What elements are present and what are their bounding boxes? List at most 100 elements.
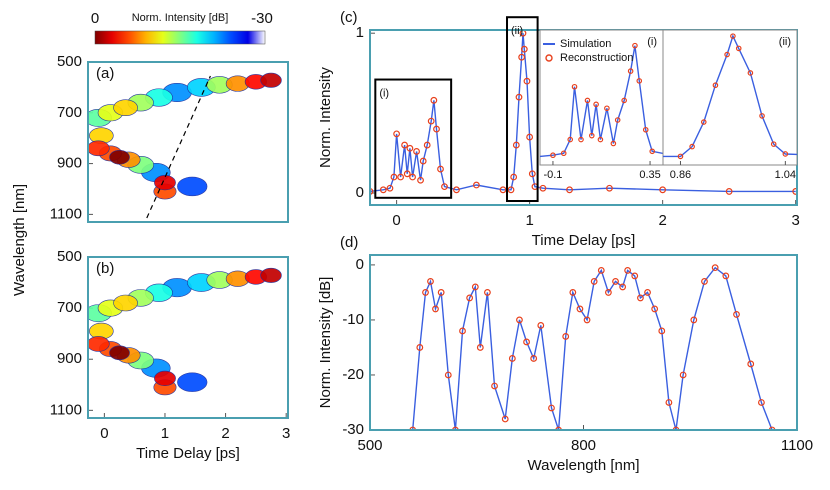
- marker: [642, 126, 649, 133]
- marker: [390, 173, 398, 181]
- panel-label: (a): [96, 65, 114, 82]
- y-tick-label: 1100: [50, 205, 82, 222]
- marker: [501, 415, 509, 423]
- marker: [758, 399, 765, 406]
- y-axis-label: Norm. Intensity: [317, 67, 334, 168]
- y-axis-label: Norm. Intensity [dB]: [317, 277, 334, 409]
- marker: [588, 132, 595, 139]
- marker: [409, 426, 417, 430]
- marker: [476, 344, 484, 351]
- inset-tick-label: -0.1: [543, 169, 562, 181]
- marker: [665, 399, 673, 406]
- marker: [631, 272, 639, 280]
- marker: [566, 186, 573, 194]
- marker: [636, 78, 643, 84]
- marker: [518, 53, 526, 61]
- marker: [679, 371, 687, 379]
- marker: [516, 316, 523, 324]
- marker: [818, 153, 822, 157]
- marker: [437, 165, 444, 173]
- heat-blob: [154, 175, 176, 191]
- marker: [621, 97, 627, 104]
- marker: [700, 119, 707, 125]
- colorbar-tick-label: -30: [251, 10, 273, 27]
- legend-label: Simulation: [560, 38, 611, 50]
- heat-blob: [113, 99, 138, 117]
- plot-area: [88, 267, 282, 396]
- plot-frame: [87, 61, 289, 223]
- x-tick-label: 0: [100, 425, 108, 442]
- marker: [689, 143, 695, 150]
- marker: [387, 152, 391, 156]
- marker: [701, 278, 708, 285]
- line: [412, 266, 773, 430]
- marker: [444, 371, 452, 379]
- marker: [658, 327, 666, 335]
- y-tick-label: 700: [57, 104, 82, 121]
- marker: [413, 148, 420, 155]
- marker: [430, 96, 438, 104]
- marker: [459, 327, 466, 335]
- x-tick-label: 1100: [781, 437, 813, 454]
- marker: [672, 426, 680, 430]
- marker: [735, 45, 742, 52]
- marker: [627, 68, 634, 74]
- marker: [725, 188, 733, 195]
- x-axis-label: Time Delay [ps]: [136, 445, 240, 462]
- line: [370, 33, 796, 193]
- inset-label: (ii): [779, 36, 791, 48]
- marker: [548, 404, 555, 412]
- x-axis-label: Time Delay [ps]: [532, 232, 636, 249]
- heat-blob: [109, 345, 130, 361]
- inset-tick-label: 0.86: [670, 169, 691, 181]
- legend-label: Reconstruction: [560, 52, 633, 64]
- marker: [352, 108, 356, 112]
- marker: [508, 355, 516, 362]
- line: [663, 34, 797, 158]
- x-tick-label: 2: [658, 212, 666, 229]
- marker: [567, 136, 574, 143]
- marker: [386, 184, 394, 192]
- marker: [651, 305, 659, 313]
- y-tick-label: 1100: [50, 401, 82, 418]
- marker: [782, 151, 789, 157]
- marker: [441, 183, 448, 191]
- marker: [512, 141, 520, 149]
- marker: [712, 82, 719, 89]
- y-tick-label: 0: [356, 184, 364, 201]
- marker: [659, 186, 667, 194]
- guide-line: [146, 75, 211, 219]
- plot-area: [370, 30, 797, 195]
- x-tick-label: 0: [392, 212, 400, 229]
- x-tick-label: 800: [571, 437, 596, 454]
- heat-blob: [177, 372, 208, 392]
- panel-label: (c): [340, 9, 358, 26]
- marker: [433, 125, 440, 133]
- heat-blob: [177, 176, 208, 197]
- x-tick-label: 500: [357, 437, 382, 454]
- y-tick-label: -30: [342, 421, 364, 438]
- heat-blob: [109, 149, 130, 165]
- marker: [520, 45, 528, 53]
- marker: [722, 272, 730, 280]
- marker: [537, 322, 545, 329]
- x-tick-label: 2: [221, 425, 229, 442]
- marker: [593, 101, 599, 108]
- marker: [473, 181, 480, 189]
- marker: [768, 426, 776, 430]
- y-tick-label: 500: [57, 248, 82, 265]
- zoom-box: [374, 78, 453, 199]
- panel-label: (d): [340, 234, 358, 251]
- marker: [471, 283, 479, 291]
- marker: [452, 426, 459, 430]
- marker: [604, 105, 610, 112]
- marker: [539, 184, 547, 192]
- marker: [792, 188, 797, 195]
- marker: [733, 311, 740, 318]
- marker: [612, 278, 619, 285]
- marker: [690, 316, 698, 324]
- marker: [419, 157, 427, 165]
- marker: [677, 153, 684, 160]
- marker: [416, 344, 424, 351]
